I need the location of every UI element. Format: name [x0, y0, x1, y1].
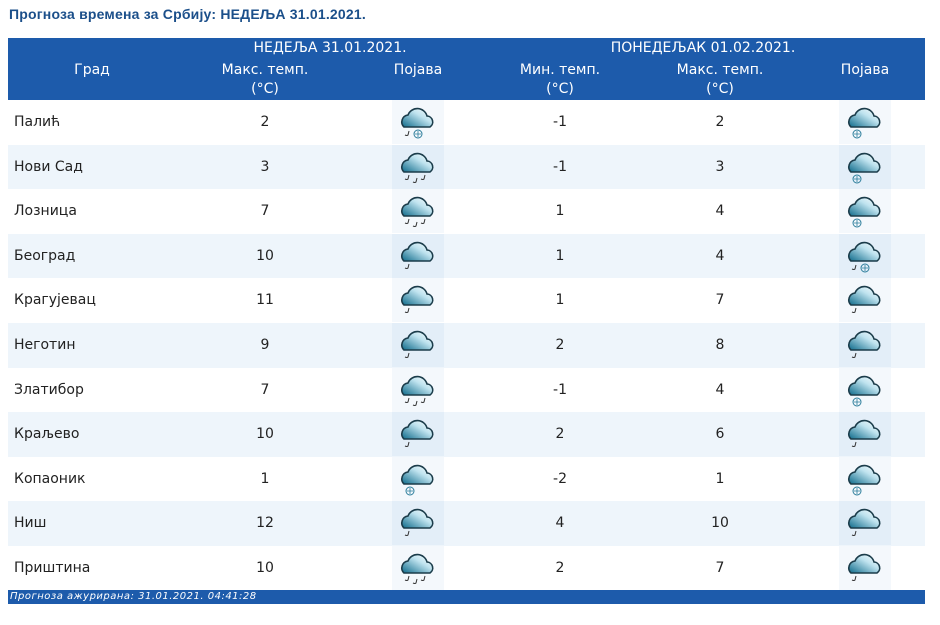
city-name: Београд	[14, 247, 76, 264]
city-name: Златибор	[14, 381, 84, 398]
day2-max-temp: 7	[715, 559, 725, 576]
header-day1-phenomenon: Појава	[393, 62, 443, 78]
weather-light-rain-icon	[392, 412, 444, 457]
day2-min-temp: 2	[555, 559, 565, 576]
day2-min-temp: 1	[555, 203, 565, 220]
day2-min-temp: 1	[555, 247, 565, 264]
city-name: Палић	[14, 114, 61, 130]
weather-light-rain-icon	[839, 322, 891, 367]
day2-max-temp: 1	[715, 470, 725, 487]
weather-light-rain-icon	[839, 545, 891, 590]
table-row: Приштина 10 2 7	[8, 545, 925, 591]
weather-light-rain-icon	[839, 501, 891, 546]
weather-rain-snow-icon	[839, 233, 891, 278]
day1-max-temp: 2	[260, 114, 270, 130]
header-day2-max: Макс. темп.	[676, 62, 764, 78]
header-city: Град	[74, 62, 110, 78]
day2-max-temp: 10	[711, 515, 729, 532]
day2-min-temp: -1	[553, 381, 567, 398]
weather-rain-icon	[392, 367, 444, 412]
city-name: Приштина	[14, 559, 91, 576]
day1-max-temp: 10	[256, 426, 274, 443]
day2-min-temp: -2	[553, 470, 567, 487]
header-day2-min-unit: (°C)	[546, 81, 574, 97]
day2-min-temp: 2	[555, 426, 565, 443]
header-day2: ПОНЕДЕЉАК 01.02.2021.	[610, 40, 796, 56]
table-header: Град НЕДЕЉА 31.01.2021. ПОНЕДЕЉАК 01.02.…	[8, 38, 925, 100]
header-day1: НЕДЕЉА 31.01.2021.	[253, 40, 407, 56]
weather-light-rain-icon	[392, 322, 444, 367]
day2-max-temp: 6	[715, 426, 725, 443]
day1-max-temp: 3	[260, 158, 270, 175]
city-name: Краљево	[14, 426, 80, 443]
table-row: Палић 2 -1 2	[8, 100, 925, 145]
forecast-table: Град НЕДЕЉА 31.01.2021. ПОНЕДЕЉАК 01.02.…	[8, 38, 925, 591]
weather-snow-icon	[392, 456, 444, 501]
table-row: Неготин 9 2 8	[8, 322, 925, 368]
weather-light-rain-icon	[839, 278, 891, 323]
table-row: Ниш 12 4 10	[8, 501, 925, 546]
page-title: Прогноза времена за Србију: НЕДЕЉА 31.01…	[9, 6, 366, 22]
day2-max-temp: 2	[715, 114, 725, 130]
table-row: Крагујевац 11 1 7	[8, 278, 925, 323]
weather-light-rain-icon	[392, 501, 444, 546]
weather-light-rain-icon	[839, 412, 891, 457]
city-name: Крагујевац	[14, 292, 96, 309]
day2-max-temp: 4	[715, 381, 725, 398]
day1-max-temp: 12	[256, 515, 274, 532]
city-name: Неготин	[14, 336, 76, 353]
weather-snow-icon	[839, 100, 891, 144]
weather-snow-icon	[839, 144, 891, 189]
weather-light-rain-icon	[392, 233, 444, 278]
update-footer: Прогноза ажурирана: 31.01.2021. 04:41:28	[8, 590, 925, 604]
table-row: Златибор 7 -1 4	[8, 367, 925, 413]
day2-max-temp: 8	[715, 336, 725, 353]
day2-max-temp: 7	[715, 292, 725, 309]
day2-max-temp: 3	[715, 158, 725, 175]
weather-rain-icon	[392, 144, 444, 189]
header-day1-max: Макс. темп.	[221, 62, 309, 78]
table-row: Нови Сад 3 -1 3	[8, 144, 925, 190]
weather-rain-icon	[392, 189, 444, 234]
day1-max-temp: 10	[256, 559, 274, 576]
city-name: Ниш	[14, 515, 47, 532]
weather-snow-icon	[839, 456, 891, 501]
day1-max-temp: 11	[256, 292, 274, 309]
table-row: Краљево 10 2 6	[8, 412, 925, 457]
day2-max-temp: 4	[715, 203, 725, 220]
weather-snow-icon	[839, 189, 891, 234]
header-day2-min: Мин. темп.	[519, 62, 601, 78]
weather-rain-snow-icon	[392, 100, 444, 144]
day2-max-temp: 4	[715, 247, 725, 264]
table-row: Копаоник 1 -2 1	[8, 456, 925, 502]
header-day1-unit: (°C)	[251, 81, 279, 97]
header-day2-phenomenon: Појава	[840, 62, 890, 78]
weather-light-rain-icon	[392, 278, 444, 323]
table-row: Лозница 7 1 4	[8, 189, 925, 234]
city-name: Копаоник	[14, 470, 86, 487]
day2-min-temp: 4	[555, 515, 565, 532]
day2-min-temp: 2	[555, 336, 565, 353]
day1-max-temp: 10	[256, 247, 274, 264]
weather-snow-icon	[839, 367, 891, 412]
city-name: Лозница	[14, 203, 77, 220]
day2-min-temp: -1	[553, 114, 567, 130]
update-time: Прогноза ажурирана: 31.01.2021. 04:41:28	[10, 591, 257, 602]
weather-rain-icon	[392, 545, 444, 590]
city-name: Нови Сад	[14, 158, 83, 175]
header-day2-max-unit: (°C)	[706, 81, 734, 97]
day1-max-temp: 1	[260, 470, 270, 487]
table-row: Београд 10 1 4	[8, 233, 925, 279]
day1-max-temp: 7	[260, 381, 270, 398]
day2-min-temp: 1	[555, 292, 565, 309]
day2-min-temp: -1	[553, 158, 567, 175]
day1-max-temp: 9	[260, 336, 270, 353]
day1-max-temp: 7	[260, 203, 270, 220]
